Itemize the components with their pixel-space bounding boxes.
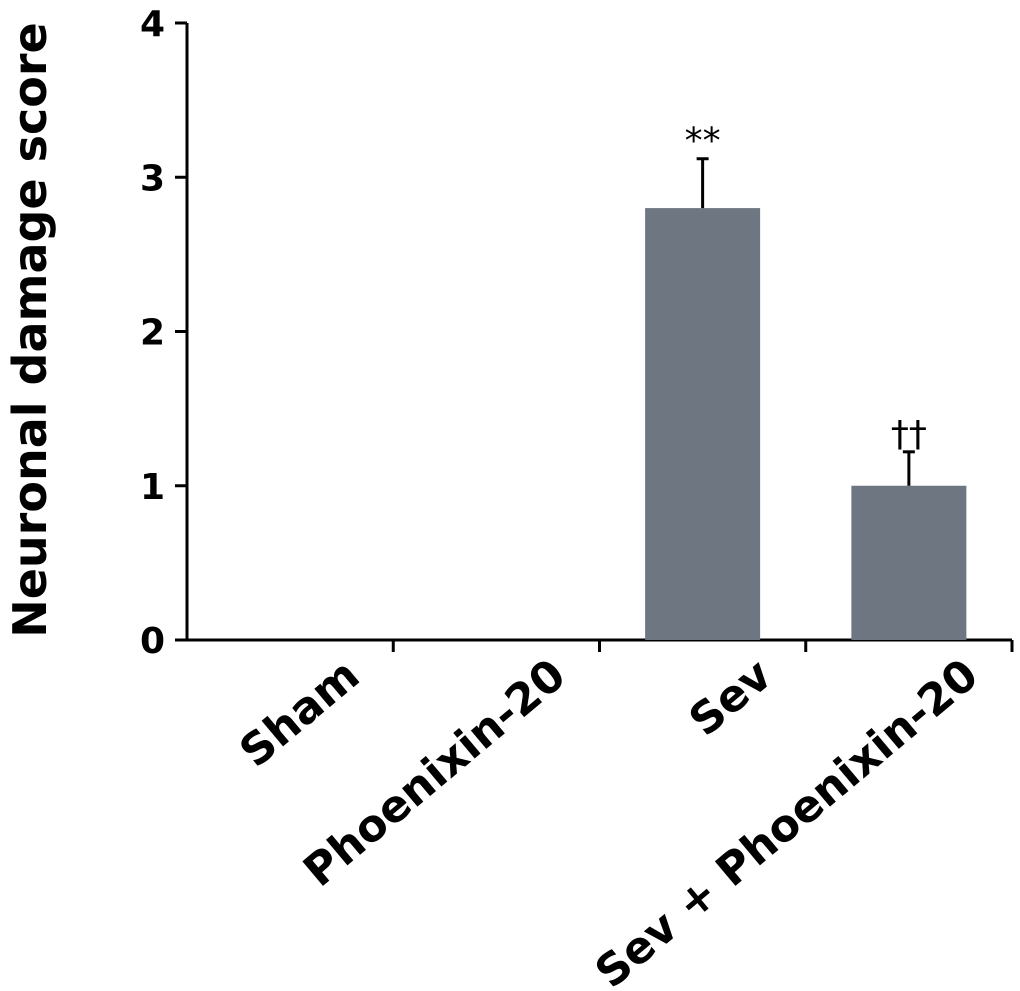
- significance-marker: ††: [891, 414, 927, 455]
- bar: [645, 208, 761, 640]
- x-category-label: Sham: [230, 649, 369, 777]
- y-tick-label: 1: [140, 467, 165, 508]
- y-tick-label: 3: [140, 158, 165, 199]
- bar: [851, 485, 967, 640]
- x-category-label: Sev: [680, 649, 782, 746]
- bars: [645, 157, 967, 640]
- significance-marker: **: [685, 121, 721, 162]
- y-tick-label: 0: [140, 621, 165, 662]
- y-axis-label: Neuronal damage score: [3, 22, 57, 638]
- y-tick-label: 4: [140, 4, 165, 45]
- y-tick-label: 2: [140, 313, 165, 354]
- x-category-label: Sev + Phoenixin-20: [586, 649, 988, 991]
